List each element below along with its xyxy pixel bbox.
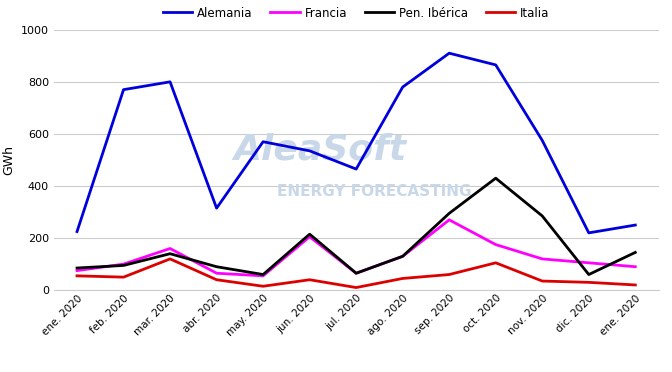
Alemania — [306, 148, 314, 153]
Francia — [492, 243, 500, 247]
Alemania — [120, 87, 128, 92]
Italia — [212, 278, 220, 282]
Pen. Ibérica — [212, 264, 220, 269]
Text: AleaSoft: AleaSoft — [233, 132, 407, 167]
Alemania — [398, 85, 407, 89]
Italia — [445, 272, 453, 277]
Pen. Ibérica — [259, 272, 267, 277]
Francia — [259, 274, 267, 278]
Alemania — [631, 223, 639, 227]
Francia — [120, 262, 128, 266]
Italia — [352, 285, 360, 290]
Pen. Ibérica — [306, 232, 314, 237]
Italia — [398, 276, 407, 280]
Pen. Ibérica — [631, 250, 639, 254]
Pen. Ibérica — [352, 271, 360, 275]
Alemania — [352, 167, 360, 171]
Francia — [538, 257, 546, 261]
Alemania — [492, 62, 500, 67]
Italia — [492, 260, 500, 265]
Francia — [166, 246, 174, 251]
Alemania — [538, 138, 546, 142]
Francia — [445, 218, 453, 222]
Francia — [398, 254, 407, 259]
Line: Italia: Italia — [77, 259, 635, 288]
Line: Pen. Ibérica: Pen. Ibérica — [77, 178, 635, 275]
Pen. Ibérica — [166, 251, 174, 256]
Italia — [120, 275, 128, 279]
Italia — [538, 279, 546, 283]
Pen. Ibérica — [492, 176, 500, 180]
Italia — [306, 278, 314, 282]
Francia — [212, 271, 220, 275]
Y-axis label: GWh: GWh — [2, 145, 15, 175]
Italia — [631, 283, 639, 287]
Pen. Ibérica — [398, 254, 407, 259]
Alemania — [212, 206, 220, 211]
Alemania — [445, 51, 453, 55]
Pen. Ibérica — [120, 263, 128, 268]
Line: Francia: Francia — [77, 220, 635, 276]
Pen. Ibérica — [73, 266, 81, 270]
Italia — [73, 274, 81, 278]
Italia — [585, 280, 593, 285]
Francia — [73, 269, 81, 273]
Pen. Ibérica — [445, 211, 453, 215]
Alemania — [585, 231, 593, 235]
Francia — [585, 260, 593, 265]
Text: ENERGY FORECASTING: ENERGY FORECASTING — [277, 184, 472, 199]
Alemania — [73, 229, 81, 234]
Italia — [259, 284, 267, 289]
Alemania — [259, 140, 267, 144]
Italia — [166, 257, 174, 261]
Pen. Ibérica — [585, 272, 593, 277]
Francia — [352, 271, 360, 275]
Legend: Alemania, Francia, Pen. Ibérica, Italia: Alemania, Francia, Pen. Ibérica, Italia — [158, 2, 554, 24]
Francia — [306, 235, 314, 239]
Alemania — [166, 80, 174, 84]
Line: Alemania: Alemania — [77, 53, 635, 233]
Pen. Ibérica — [538, 214, 546, 218]
Francia — [631, 264, 639, 269]
